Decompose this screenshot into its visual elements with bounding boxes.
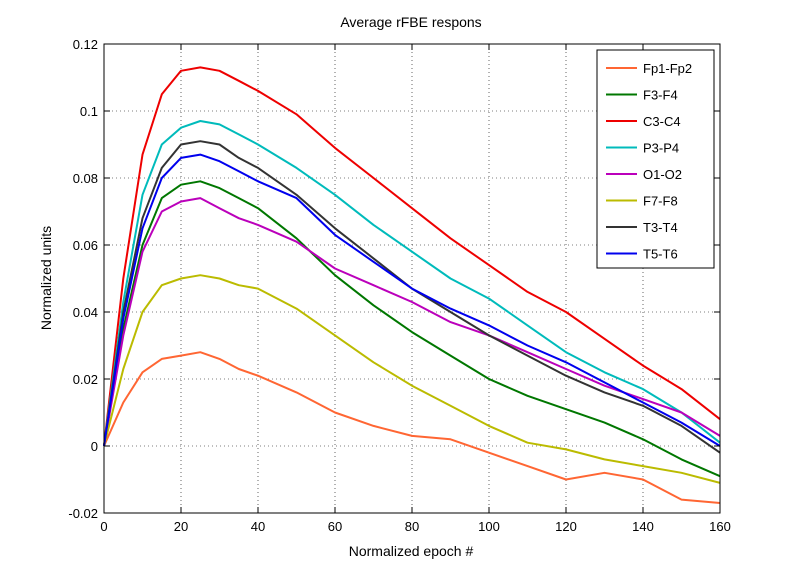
- x-tick-label: 40: [251, 519, 265, 534]
- x-tick-label: 140: [632, 519, 654, 534]
- legend-label: T5-T6: [643, 247, 678, 262]
- y-tick-label: 0.04: [73, 305, 98, 320]
- series-line-o1-o2: [103, 197, 721, 447]
- series-line-t3-t4: [103, 140, 721, 454]
- y-tick-label: 0.1: [80, 104, 98, 119]
- y-axis-label: Normalized units: [38, 226, 54, 330]
- legend-label: F7-F8: [643, 194, 678, 209]
- series-layer: [103, 66, 721, 504]
- y-tick-label: 0.08: [73, 171, 98, 186]
- series-line-t5-t6: [103, 153, 721, 447]
- x-tick-label: 0: [100, 519, 107, 534]
- y-tick-label: 0: [91, 439, 98, 454]
- legend-label: C3-C4: [643, 114, 681, 129]
- legend-box: [596, 49, 715, 269]
- chart-title: Average rFBE respons: [340, 14, 481, 30]
- y-tick-label: 0.02: [73, 372, 98, 387]
- legend-label: T3-T4: [643, 220, 678, 235]
- series-line-c3-c4: [103, 66, 721, 447]
- x-tick-label: 60: [328, 519, 342, 534]
- x-tick-label: 120: [555, 519, 577, 534]
- x-tick-label: 20: [174, 519, 188, 534]
- series-line-f7-f8: [103, 274, 721, 484]
- legend: Fp1-Fp2 F3-F4 C3-C4 P3-P4 O1-O2 F7-F8 T3-T4 T5-…: [596, 49, 715, 269]
- axis-tick-labels: 0 20 40 60 80 100 120 140 160-0.0200.020.040.060…: [68, 37, 730, 534]
- grid-lines: [104, 44, 720, 513]
- x-axis-label: Normalized epoch #: [349, 543, 474, 559]
- y-tick-label: 0.12: [73, 37, 98, 52]
- axis-ticks: [103, 43, 721, 514]
- y-tick-label: 0.06: [73, 238, 98, 253]
- legend-label: O1-O2: [643, 167, 682, 182]
- legend-label: F3-F4: [643, 88, 678, 103]
- series-line-fp1-fp2: [103, 351, 721, 504]
- x-tick-label: 80: [405, 519, 419, 534]
- legend-label: Fp1-Fp2: [643, 61, 692, 76]
- x-tick-label: 100: [478, 519, 500, 534]
- y-tick-label: -0.02: [68, 506, 98, 521]
- series-line-p3-p4: [103, 120, 721, 447]
- x-tick-label: 160: [709, 519, 731, 534]
- series-line-f3-f4: [103, 180, 721, 478]
- legend-label: P3-P4: [643, 141, 679, 156]
